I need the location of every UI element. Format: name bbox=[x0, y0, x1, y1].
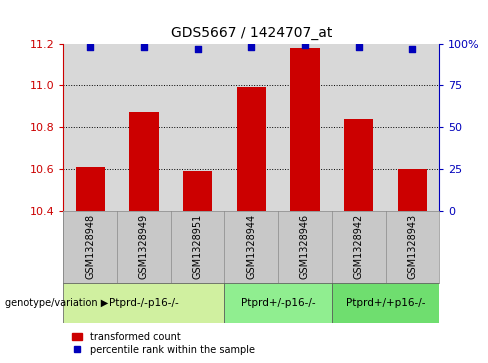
Bar bbox=[183, 171, 212, 211]
Legend: transformed count, percentile rank within the sample: transformed count, percentile rank withi… bbox=[68, 328, 259, 359]
Text: GSM1328944: GSM1328944 bbox=[246, 214, 256, 279]
Text: genotype/variation ▶: genotype/variation ▶ bbox=[5, 298, 108, 308]
Bar bbox=[76, 167, 105, 211]
Point bbox=[86, 44, 94, 50]
Point bbox=[301, 42, 309, 48]
Text: GSM1328946: GSM1328946 bbox=[300, 214, 310, 279]
Bar bbox=[224, 283, 332, 323]
Text: GSM1328951: GSM1328951 bbox=[193, 214, 203, 280]
Bar bbox=[398, 169, 427, 211]
Point bbox=[140, 44, 148, 50]
Bar bbox=[290, 48, 320, 211]
Text: Ptprd+/-p16-/-: Ptprd+/-p16-/- bbox=[241, 298, 315, 308]
Point bbox=[247, 44, 255, 50]
Bar bbox=[332, 283, 439, 323]
Text: GSM1328949: GSM1328949 bbox=[139, 214, 149, 279]
Text: Ptprd+/+p16-/-: Ptprd+/+p16-/- bbox=[346, 298, 425, 308]
Text: GSM1328942: GSM1328942 bbox=[354, 214, 364, 280]
Text: GSM1328948: GSM1328948 bbox=[85, 214, 95, 279]
Text: GSM1328943: GSM1328943 bbox=[407, 214, 417, 279]
Bar bbox=[237, 87, 266, 211]
Point bbox=[355, 44, 363, 50]
Title: GDS5667 / 1424707_at: GDS5667 / 1424707_at bbox=[171, 26, 332, 40]
Bar bbox=[63, 283, 224, 323]
Text: Ptprd-/-p16-/-: Ptprd-/-p16-/- bbox=[109, 298, 179, 308]
Point bbox=[194, 46, 202, 52]
Point bbox=[408, 46, 416, 52]
Bar bbox=[129, 113, 159, 211]
Bar bbox=[344, 119, 373, 211]
